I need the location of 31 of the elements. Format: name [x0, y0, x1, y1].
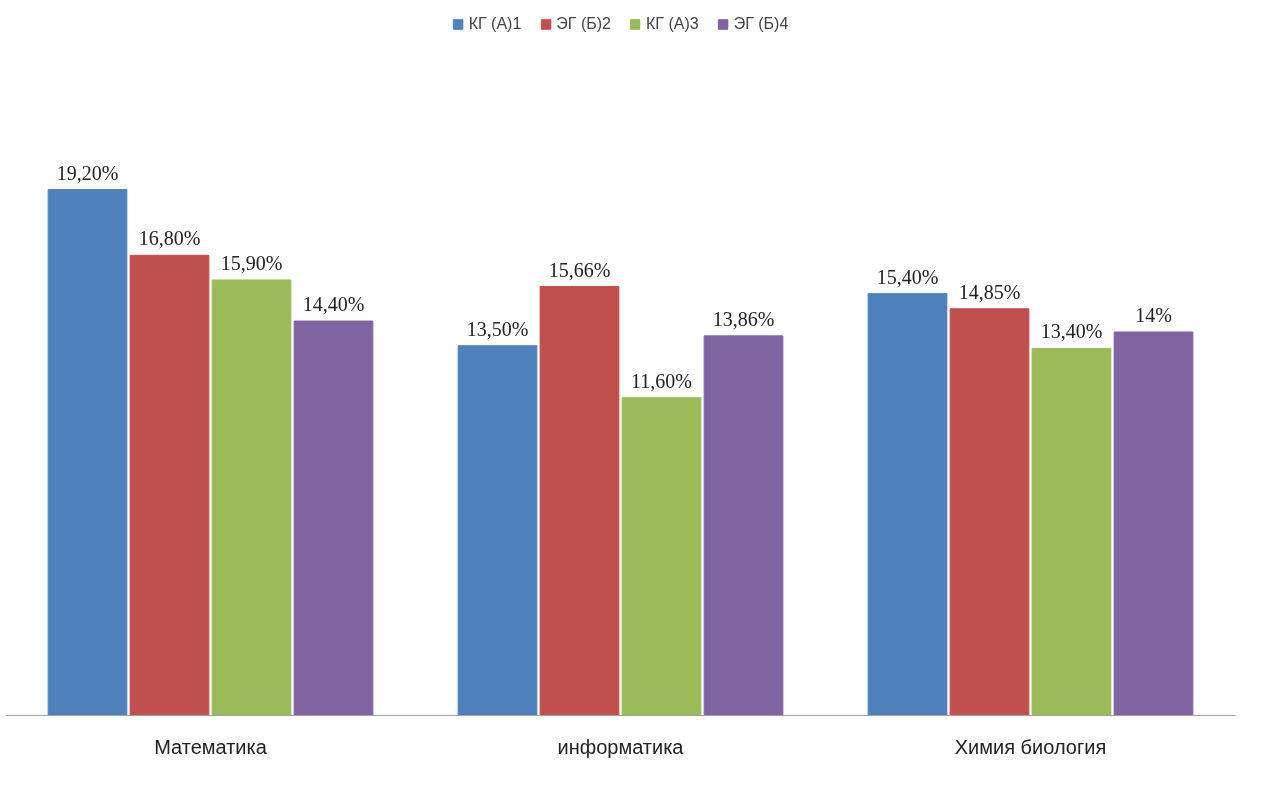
data-label: 19,20%	[56, 161, 119, 184]
data-label: 14,85%	[958, 280, 1021, 303]
legend-label: ЭГ (Б)4	[733, 15, 789, 33]
legend-label: КГ (А)3	[646, 15, 699, 33]
data-label: 11,60%	[631, 369, 692, 392]
bar	[703, 335, 784, 716]
bar	[457, 345, 538, 716]
bar	[539, 286, 620, 716]
data-label: 13,50%	[466, 317, 529, 340]
bar	[949, 308, 1030, 716]
x-tick-label: Математика	[154, 735, 268, 758]
bar	[1113, 331, 1194, 716]
data-label: 16,80%	[138, 227, 201, 250]
bar	[621, 397, 702, 716]
x-tick-label: Химия биология	[954, 735, 1107, 758]
bar	[211, 279, 292, 716]
data-label: 15,66%	[548, 258, 611, 281]
bar	[129, 254, 210, 716]
data-label: 14%	[1135, 304, 1172, 327]
legend-label: ЭГ (Б)2	[556, 15, 611, 33]
bar	[1031, 347, 1112, 716]
data-label: 13,40%	[1040, 320, 1103, 343]
legend-label: КГ (А)1	[468, 15, 522, 33]
bar	[867, 293, 948, 716]
bar	[293, 320, 374, 716]
data-label: 15,90%	[220, 251, 283, 274]
data-label: 13,86%	[712, 307, 775, 330]
bar	[47, 189, 128, 716]
x-tick-label: информатика	[557, 735, 685, 758]
data-label: 14,40%	[302, 293, 365, 316]
data-label: 15,40%	[876, 265, 939, 288]
